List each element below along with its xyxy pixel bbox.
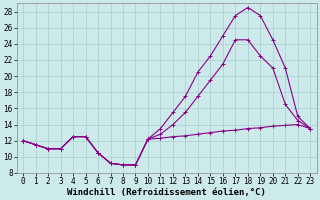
X-axis label: Windchill (Refroidissement éolien,°C): Windchill (Refroidissement éolien,°C) [67,188,266,197]
